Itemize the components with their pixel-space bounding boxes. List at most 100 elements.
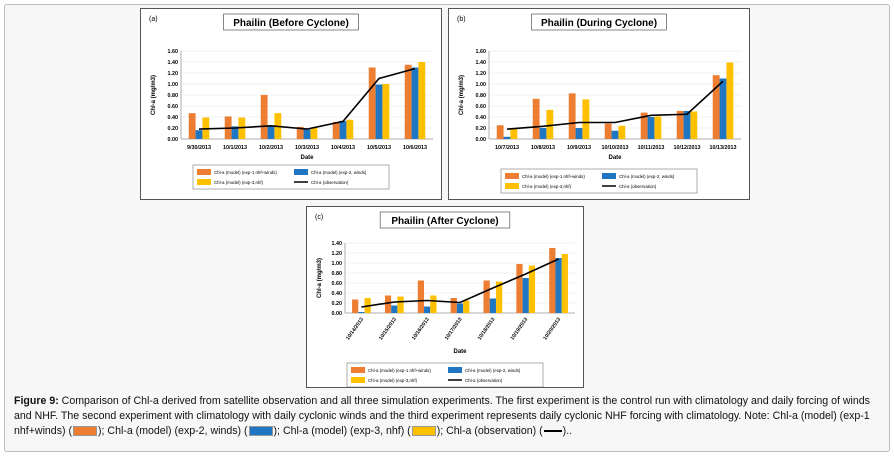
chart-title-box [531,13,667,31]
x-axis-label: Date [453,349,467,355]
x-tick-label: 10/2/2013 [259,145,283,151]
bar [611,130,619,139]
bar [690,111,698,139]
bar [549,248,556,313]
bar [495,281,503,313]
bar [528,265,536,313]
bar [546,109,554,139]
y-tick-label: 1.40 [332,241,343,247]
bar [496,125,504,139]
swatch-observation [543,430,562,433]
x-tick-label: 10/4/2013 [331,145,355,151]
bar [510,128,518,139]
caption-text-3: ); Chl-a (model) (exp-3, nhf) ( [273,425,411,437]
caption-text-2: ); Chl-a (model) (exp-2, winds) ( [98,425,248,437]
legend-label: Chl-a (model) (exp-2, winds) [465,368,521,373]
panel-label: (c) [315,214,323,221]
y-tick-label: 0.20 [332,301,343,307]
chart-title-box [223,13,359,31]
legend-label: Chl-a (model) (exp-3,nhf) [214,180,264,185]
chart-c: (c) Phailin (After Cyclone) 0.00 0.20 0.40 0.… [315,211,575,387]
y-tick-label: 0.40 [332,291,343,297]
x-tick-label: 10/6/2013 [403,145,427,151]
bar [397,296,404,313]
bar [503,136,511,139]
bar [231,126,239,139]
bar [332,121,340,139]
x-tick-label: 10/9/2013 [567,145,591,151]
y-tick-label: 1.60 [476,49,487,55]
bar [568,93,576,139]
legend-swatch [351,367,365,373]
bar [358,312,365,313]
x-tick-label: 10/10/2013 [602,145,629,151]
y-tick-label: 0.40 [476,115,487,121]
swatch-exp1 [73,426,97,437]
legend-swatch [197,179,211,185]
bar [411,67,419,139]
bar [303,129,311,139]
y-tick-label: 0.60 [476,104,487,110]
bar [450,298,457,313]
x-tick-label: 10/16/2013 [411,317,431,342]
bar [188,113,196,139]
chart-panel-c: (c) Phailin (After Cyclone) 0.00 0.20 0.40 0.… [306,206,584,388]
legend-box [192,164,390,190]
bar [384,295,392,313]
legend-box [500,168,698,194]
bar [391,305,398,313]
y-tick-label: 1.00 [476,82,487,88]
x-tick-label: 10/15/2013 [378,317,398,342]
y-axis-label: Chl-a (mg/m3) [459,75,465,115]
y-axis-label: Chl-a (mg/m3) [151,75,157,115]
bar [456,303,464,313]
swatch-exp3 [411,426,436,437]
x-tick-label: 10/5/2013 [367,145,391,151]
legend-swatch [505,183,519,189]
bar [683,110,691,139]
x-tick-label: 10/14/2013 [345,317,365,342]
y-tick-label: 0.00 [476,137,487,143]
bar [582,99,590,139]
legend-label: Chl-a (model) (exp-2, winds) [311,170,367,175]
bar [726,62,734,139]
bar [417,280,425,313]
legend-label: Chl-a (model) (exp-3,nhf) [522,184,572,189]
observation-line [506,80,724,130]
bar [516,264,523,313]
legend-label: Chl-a (observation) [619,184,657,189]
chart-title: Phailin (Before Cyclone) [233,18,349,29]
bar [463,300,470,313]
x-tick-label: 10/17/2013 [444,317,464,342]
x-tick-label: 10/8/2013 [531,145,555,151]
chart-b: (b) Phailin (During Cyclone) 0.00 0.20 0.40 0… [457,13,741,194]
bar [418,62,426,139]
y-tick-label: 1.20 [332,251,343,257]
x-tick-label: 10/1/2013 [223,145,247,151]
caption-label: Figure 9: [14,395,59,407]
bar [532,98,540,139]
x-tick-label: 10/3/2013 [295,145,319,151]
bar [310,128,318,139]
legend-label: Chl-a (model) (exp-2, winds) [619,174,675,179]
y-axis-label: Chl-a (mg/m3) [317,258,323,298]
bar [539,128,547,139]
x-tick-label: 10/20/2013 [542,317,562,342]
legend-label: Chl-a (model) (exp-3,nhf) [368,378,418,383]
y-tick-label: 0.40 [168,115,179,121]
bar [375,84,383,139]
legend-swatch [602,173,616,179]
legend-swatch [448,367,462,373]
y-tick-label: 0.20 [476,126,487,132]
legend-swatch [294,169,308,175]
x-axis-label: Date [300,155,314,161]
caption-text-1: Comparison of Chl-a derived from satelli… [14,395,870,437]
legend-label: Chl-a (observation) [465,378,503,383]
legend-label: Chl-a (model) (exp-1 nhf+winds) [368,368,431,373]
x-tick-label: 10/19/2013 [510,317,530,342]
y-tick-label: 0.00 [332,311,343,317]
bar [267,126,275,139]
y-tick-label: 0.80 [168,93,179,99]
chart-title: Phailin (After Cyclone) [391,216,498,227]
bar [640,112,648,139]
